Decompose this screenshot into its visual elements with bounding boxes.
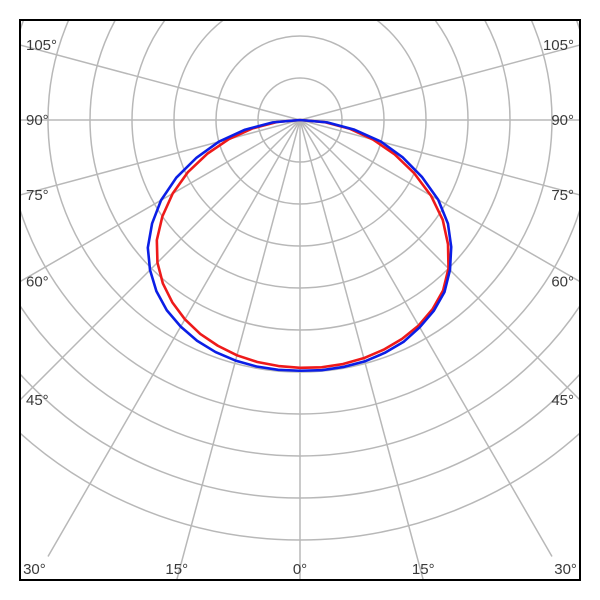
angle-label: 105°: [26, 37, 57, 54]
angle-label: 90°: [26, 112, 49, 129]
angle-label: 15°: [412, 561, 435, 578]
angle-label: 45°: [551, 392, 574, 409]
angle-label: 105°: [543, 37, 574, 54]
angle-label: 45°: [26, 392, 49, 409]
polar-chart: 105° 105° 90° 90° 75° 75° 60° 60° 45° 45° 30° 30° 15…: [0, 0, 600, 600]
angle-label: 30°: [554, 561, 577, 578]
angle-label: 75°: [551, 187, 574, 204]
angle-label: 15°: [165, 561, 188, 578]
angle-label: 90°: [551, 112, 574, 129]
angle-label: 60°: [26, 274, 49, 291]
angle-label: 30°: [23, 561, 46, 578]
angle-label: 75°: [26, 187, 49, 204]
polar-grid: [0, 0, 600, 600]
angle-label: 0°: [293, 561, 307, 578]
angle-label: 60°: [551, 274, 574, 291]
